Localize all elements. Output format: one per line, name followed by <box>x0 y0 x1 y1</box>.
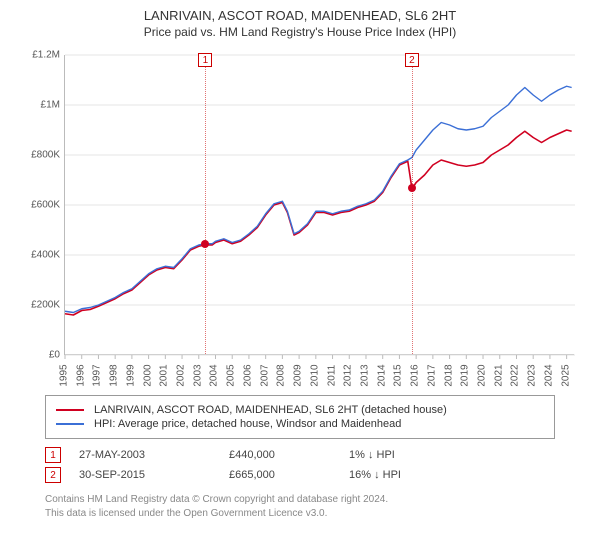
x-tick-label: 2022 <box>510 364 521 386</box>
title-line-1: LANRIVAIN, ASCOT ROAD, MAIDENHEAD, SL6 2… <box>10 8 590 23</box>
sale-date-1: 27-MAY-2003 <box>79 449 229 461</box>
sale-vline-1 <box>205 55 206 354</box>
sales-table: 1 27-MAY-2003 £440,000 1% ↓ HPI 2 30-SEP… <box>45 447 555 483</box>
x-tick-label: 2018 <box>443 364 454 386</box>
sale-price-1: £440,000 <box>229 449 349 461</box>
x-tick-label: 2013 <box>359 364 370 386</box>
y-tick-label: £800K <box>20 150 60 161</box>
x-tick-label: 2002 <box>176 364 187 386</box>
x-tick-label: 2000 <box>142 364 153 386</box>
footer-line-1: Contains HM Land Registry data © Crown c… <box>45 493 555 507</box>
sale-marker-2: 2 <box>45 467 61 483</box>
title-line-2: Price paid vs. HM Land Registry's House … <box>10 25 590 39</box>
y-tick-label: £200K <box>20 300 60 311</box>
x-tick-label: 2020 <box>477 364 488 386</box>
footer-attribution: Contains HM Land Registry data © Crown c… <box>45 493 555 530</box>
y-tick-label: £1M <box>20 100 60 111</box>
x-tick-label: 2010 <box>309 364 320 386</box>
x-tick-label: 2011 <box>326 365 337 387</box>
chart-area: 12 £0£200K£400K£600K£800K£1M£1.2M1995199… <box>20 49 580 389</box>
sale-diff-1: 1% ↓ HPI <box>349 449 449 461</box>
x-tick-label: 2009 <box>293 364 304 386</box>
footer-line-2: This data is licensed under the Open Gov… <box>45 507 555 521</box>
sales-row-1: 1 27-MAY-2003 £440,000 1% ↓ HPI <box>45 447 555 463</box>
sale-box-1: 1 <box>198 53 212 67</box>
sale-box-2: 2 <box>405 53 419 67</box>
x-tick-label: 2004 <box>209 364 220 386</box>
sale-dot-1 <box>201 240 209 248</box>
x-tick-label: 1998 <box>109 364 120 386</box>
x-tick-label: 2006 <box>242 364 253 386</box>
x-tick-label: 1997 <box>92 364 103 386</box>
x-tick-label: 1996 <box>75 364 86 386</box>
y-tick-label: £600K <box>20 200 60 211</box>
x-tick-label: 2014 <box>376 364 387 386</box>
series-line-hpi <box>65 86 572 312</box>
legend-swatch-subject <box>56 409 84 411</box>
x-tick-label: 2012 <box>343 364 354 386</box>
sale-vline-2 <box>412 55 413 354</box>
legend-label-subject: LANRIVAIN, ASCOT ROAD, MAIDENHEAD, SL6 2… <box>94 404 447 416</box>
x-tick-label: 2019 <box>460 364 471 386</box>
x-tick-label: 2015 <box>393 364 404 386</box>
x-tick-label: 2005 <box>226 364 237 386</box>
y-tick-label: £400K <box>20 250 60 261</box>
x-tick-label: 1999 <box>125 364 136 386</box>
legend-row-subject: LANRIVAIN, ASCOT ROAD, MAIDENHEAD, SL6 2… <box>56 404 544 416</box>
x-tick-label: 2017 <box>426 364 437 386</box>
x-tick-label: 2003 <box>192 364 203 386</box>
sales-row-2: 2 30-SEP-2015 £665,000 16% ↓ HPI <box>45 467 555 483</box>
x-tick-label: 2001 <box>159 364 170 386</box>
x-tick-label: 2007 <box>259 364 270 386</box>
x-tick-label: 2025 <box>560 364 571 386</box>
series-line-subject <box>65 130 572 315</box>
sale-dot-2 <box>408 184 416 192</box>
x-tick-label: 1995 <box>59 364 70 386</box>
plot-svg <box>65 55 575 355</box>
x-tick-label: 2008 <box>276 364 287 386</box>
legend-row-hpi: HPI: Average price, detached house, Wind… <box>56 418 544 430</box>
sale-diff-2: 16% ↓ HPI <box>349 469 449 481</box>
sale-price-2: £665,000 <box>229 469 349 481</box>
sale-marker-1: 1 <box>45 447 61 463</box>
legend-label-hpi: HPI: Average price, detached house, Wind… <box>94 418 401 430</box>
chart-container: LANRIVAIN, ASCOT ROAD, MAIDENHEAD, SL6 2… <box>0 0 600 530</box>
plot-region: 12 <box>64 55 574 355</box>
title-block: LANRIVAIN, ASCOT ROAD, MAIDENHEAD, SL6 2… <box>0 0 600 43</box>
legend-swatch-hpi <box>56 423 84 425</box>
y-tick-label: £0 <box>20 350 60 361</box>
sale-date-2: 30-SEP-2015 <box>79 469 229 481</box>
x-tick-label: 2016 <box>410 364 421 386</box>
legend-box: LANRIVAIN, ASCOT ROAD, MAIDENHEAD, SL6 2… <box>45 395 555 439</box>
x-tick-label: 2023 <box>527 364 538 386</box>
x-tick-label: 2024 <box>543 364 554 386</box>
y-tick-label: £1.2M <box>20 50 60 61</box>
x-tick-label: 2021 <box>493 364 504 386</box>
